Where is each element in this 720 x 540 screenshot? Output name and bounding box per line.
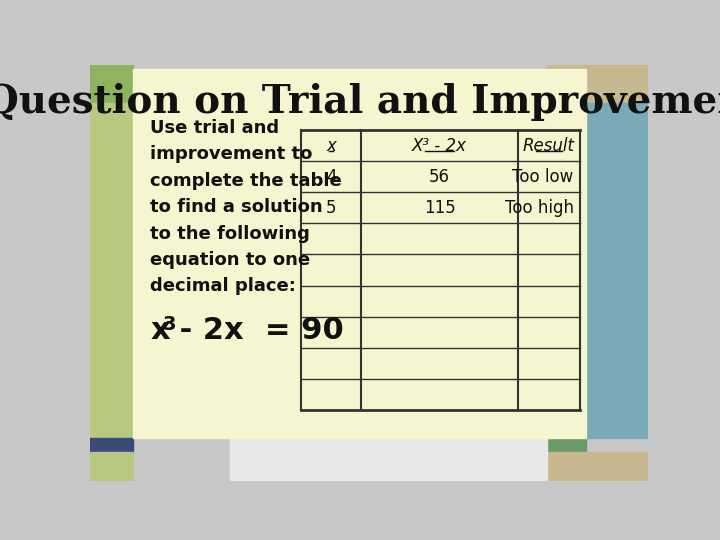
Bar — [90, 65, 132, 103]
Text: Too low: Too low — [513, 168, 574, 186]
Text: - 2x  = 90: - 2x = 90 — [169, 316, 344, 345]
Text: x: x — [326, 137, 336, 155]
Text: X³ - 2x: X³ - 2x — [412, 137, 467, 155]
Bar — [547, 65, 648, 103]
Text: Result: Result — [523, 137, 575, 155]
Text: 56: 56 — [429, 168, 450, 186]
Text: 5: 5 — [325, 199, 336, 217]
Bar — [547, 283, 586, 452]
Text: 115: 115 — [423, 199, 456, 217]
Text: 4: 4 — [325, 168, 336, 186]
Text: x: x — [150, 316, 170, 345]
Bar — [90, 103, 132, 438]
Text: Too high: Too high — [505, 199, 574, 217]
Bar — [230, 437, 547, 481]
Bar — [90, 452, 132, 481]
Text: Question on Trial and Improvement: Question on Trial and Improvement — [0, 83, 720, 121]
Bar — [132, 69, 586, 438]
Bar — [90, 438, 132, 452]
Bar — [547, 452, 648, 481]
Bar — [301, 130, 580, 410]
Text: 3: 3 — [163, 315, 176, 334]
Text: Use trial and
improvement to
complete the table
to find a solution
to the follow: Use trial and improvement to complete th… — [150, 119, 342, 295]
Bar — [586, 103, 648, 438]
